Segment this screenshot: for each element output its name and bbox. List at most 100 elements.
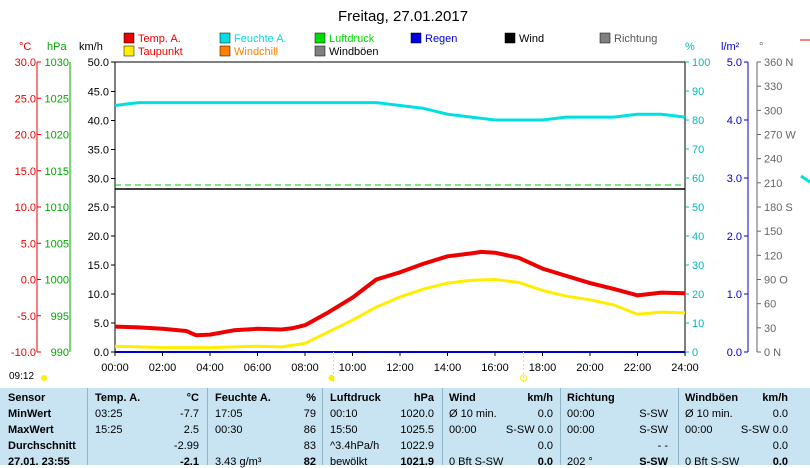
table-cell-note: Ø 10 min.: [449, 408, 497, 420]
rain-tick: 0.0: [727, 347, 742, 359]
x-tick: 10:00: [339, 362, 367, 374]
temp-unit-label: °C: [19, 41, 31, 53]
legend-swatch: [410, 32, 422, 44]
legend-swatch: [123, 32, 135, 44]
table-cell-value: S-SW 0.0: [505, 424, 553, 436]
humidity-tick: 80: [692, 115, 704, 127]
table-cell-note: Ø 10 min.: [685, 408, 733, 420]
legend-label: Windböen: [329, 46, 379, 58]
rain-unit-label: l/m²: [721, 41, 740, 53]
table-cell-note: 202 °: [567, 456, 593, 468]
humidity-tick: 50: [692, 202, 704, 214]
table-header: Luftdruck: [330, 392, 381, 404]
x-tick: 24:00: [671, 362, 699, 374]
x-tick: 18:00: [529, 362, 557, 374]
table-cell-value: 0.0: [772, 408, 788, 420]
temp-tick: 10.0: [15, 202, 36, 214]
x-tick: 02:00: [149, 362, 177, 374]
wind-tick: 45.0: [88, 87, 109, 99]
table-cell-note: 3.43 g/m³: [215, 456, 262, 468]
temp-tick: 25.0: [15, 93, 36, 105]
wind-tick: 20.0: [88, 231, 109, 243]
x-tick: 16:00: [481, 362, 509, 374]
table-cell-note: 00:00: [449, 424, 477, 436]
table-cell-value: S-SW: [639, 408, 668, 420]
wind-tick: 15.0: [88, 260, 109, 272]
table-header: Sensor: [8, 392, 46, 404]
chart-title: Freitag, 27.01.2017: [338, 8, 468, 25]
current-time-dot: [328, 375, 335, 381]
direction-tick: 210: [764, 178, 782, 190]
direction-tick: 90 O: [764, 275, 788, 287]
table-cell-value: 0.0: [537, 440, 553, 452]
legend-label: Luftdruck: [329, 33, 375, 45]
table-cell-note: 03:25: [95, 408, 123, 420]
table-cell-note: 17:05: [215, 408, 243, 420]
direction-tick: 60: [764, 299, 776, 311]
legend-swatch: [504, 32, 516, 44]
table-header-unit: °C: [186, 392, 199, 404]
table-cell-note: bewölkt: [330, 456, 368, 468]
plot-frames: [41, 61, 686, 382]
table-cell-note: 00:00: [567, 408, 595, 420]
table-cell-note: 00:10: [330, 408, 358, 420]
temp-tick: -5.0: [17, 311, 36, 323]
table-cell-note: 15:50: [330, 424, 358, 436]
table-cell-value: 1021.9: [400, 456, 434, 468]
temp-tick: 15.0: [15, 166, 36, 178]
direction-tick: 300: [764, 105, 782, 117]
humidity-tick: 40: [692, 231, 704, 243]
x-tick: 00:00: [101, 362, 129, 374]
column-separator: [442, 388, 443, 465]
column-separator: [560, 388, 561, 465]
direction-tick: 180 S: [764, 202, 793, 214]
table-cell-value: -7.7: [180, 408, 199, 420]
legend-label: Taupunkt: [138, 46, 183, 58]
direction-tick: 30: [764, 323, 776, 335]
wind-tick: 40.0: [88, 116, 109, 128]
x-tick: 14:00: [434, 362, 462, 374]
x-tick: 22:00: [624, 362, 652, 374]
rain-tick: 4.0: [727, 115, 742, 127]
chart-legend: Temp. A. Feuchte A. Luftdruck Regen Wind Rich…: [123, 32, 657, 58]
weather-chart: Freitag, 27.01.2017 Temp. A. Feuchte A. Lu…: [11, 8, 810, 382]
table-cell-value: 86: [303, 424, 316, 436]
direction-tick: 270 W: [764, 130, 796, 142]
direction-unit-label: °: [759, 41, 763, 53]
temp-tick: 30.0: [15, 57, 36, 69]
table-cell-value: 79: [303, 408, 316, 420]
table-header-unit: %: [306, 392, 316, 404]
table-cell-value: 0.0: [537, 408, 553, 420]
legend-swatch: [314, 45, 326, 57]
table-cell-note: 15:25: [95, 424, 123, 436]
table-cell-value: 0.0: [772, 440, 788, 452]
pressure-tick: 1015: [45, 166, 69, 178]
pressure-unit-label: hPa: [47, 41, 67, 53]
column-separator: [207, 388, 208, 465]
direction-tick: 240: [764, 154, 782, 166]
x-tick: 06:00: [244, 362, 272, 374]
table-header-unit: hPa: [413, 392, 434, 404]
table-cell-value: - -: [657, 440, 668, 452]
wind-tick: 35.0: [88, 145, 109, 157]
humidity-tick: 100: [692, 57, 710, 69]
chart-series: [114, 101, 686, 350]
x-tick: 04:00: [196, 362, 224, 374]
temp-tick: 20.0: [15, 130, 36, 142]
table-header: Temp. A.: [95, 392, 141, 404]
pressure-tick: 1030: [45, 57, 69, 69]
table-header: Windböen: [685, 392, 739, 404]
table-cell-value: 1025.5: [400, 424, 434, 436]
pressure-tick: 1010: [45, 202, 69, 214]
wind-tick: 10.0: [88, 289, 109, 301]
current-time-label: 09:12: [9, 371, 35, 382]
direction-tick: 0 N: [764, 347, 781, 359]
table-cell-value: 2.5: [183, 424, 199, 436]
table-header: Richtung: [567, 392, 615, 404]
series-line-taupunkt: [114, 278, 686, 350]
humidity-tick: 30: [692, 260, 704, 272]
table-cell-value: 1020.0: [400, 408, 434, 420]
direction-tick: 360 N: [764, 57, 793, 69]
humidity-unit-label: %: [685, 41, 695, 53]
table-cell-value: -2.99: [173, 440, 199, 452]
